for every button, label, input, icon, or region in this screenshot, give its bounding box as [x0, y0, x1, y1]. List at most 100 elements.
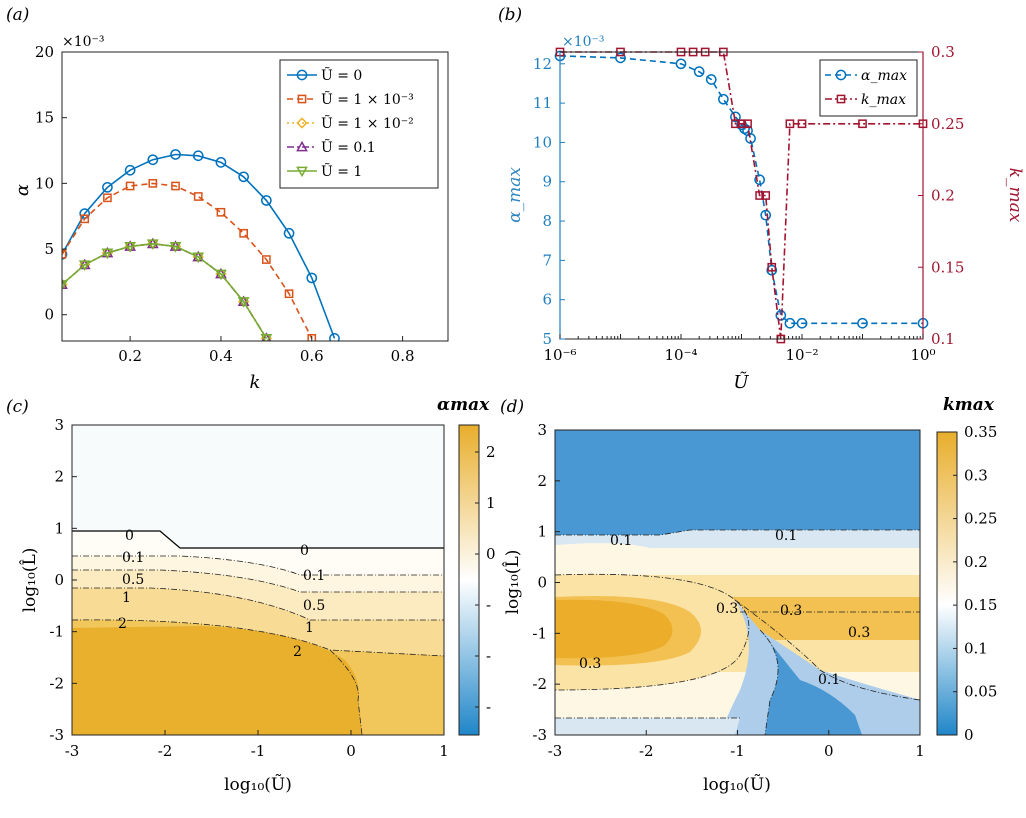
- x-tick-label: 10⁰: [910, 346, 935, 364]
- legend-marker-1: [297, 94, 307, 104]
- x-tick-label: 1: [915, 742, 925, 760]
- cbar-tick-label: 2: [486, 443, 496, 461]
- series-0-point: [745, 133, 756, 144]
- series-4-point: [169, 241, 182, 253]
- series-0-point: [215, 156, 227, 168]
- y-tick-label: 20: [35, 43, 54, 61]
- panel-c-heatmap: (c) 0 0 0.1 0.1 0.5 0.5 1 1 2: [6, 395, 496, 795]
- panel-d-colorbar-ticks: 0.35 0.3 0.25 0.2 0.15 0.1 0.05 0: [953, 423, 997, 744]
- y-tick-label: 1: [537, 523, 547, 541]
- series-line-1: [62, 182, 313, 339]
- panel-d-contour-right: [734, 599, 920, 701]
- legend-marker-0: [835, 69, 847, 81]
- panel-d-clabel: 0.3: [716, 601, 738, 617]
- legend-label: Ũ = 0.1: [321, 138, 376, 156]
- series-4-point: [101, 248, 114, 260]
- panel-c-clabel: 0.1: [303, 568, 325, 584]
- y-tick-label: 0: [44, 306, 54, 324]
- series-0-point: [796, 317, 808, 329]
- panel-d-title: kmax: [943, 395, 995, 415]
- y-tick-label: -1: [49, 623, 64, 641]
- series-0-point: [283, 227, 295, 239]
- left-tick-label: 7: [542, 251, 552, 269]
- y-tick-label: 0: [537, 574, 547, 592]
- panel-c-contour-1: [72, 587, 444, 621]
- legend-marker-3: [296, 140, 308, 152]
- series-0-point: [718, 93, 729, 105]
- panel-d-field: [555, 430, 920, 735]
- series-4-point: [62, 280, 68, 291]
- left-tick-label: 8: [542, 212, 552, 230]
- series-4-point: [260, 333, 273, 341]
- panel-c-clabel: 0.1: [122, 550, 144, 566]
- series-4-point: [192, 252, 205, 264]
- panel-a-line-chart: (a) 0.2 0.4 0.6 0.8 0 5 10 15 20 ×10⁻³ k α Ũ = …: [6, 5, 449, 393]
- x-tick-label: 0.8: [391, 347, 415, 365]
- y-tick-label: -3: [49, 726, 64, 744]
- x-tick-label: 10⁻²: [785, 346, 818, 364]
- panel-c-contour-01: [72, 555, 444, 576]
- legend-marker-1: [836, 94, 846, 104]
- panel-c-contour-0: [72, 530, 444, 549]
- legend-marker-0: [296, 69, 308, 81]
- x-tick-label: 1: [439, 742, 449, 760]
- series-1-point: [761, 191, 771, 200]
- legend-label: Ũ = 1 × 10⁻³: [321, 90, 414, 108]
- panel-a-letter: (a): [6, 5, 29, 25]
- series-4-point: [78, 260, 91, 271]
- panel-c-colorbar: [458, 424, 480, 736]
- panel-c-clabel: 1: [305, 620, 314, 636]
- y-tick-label: 2: [54, 468, 64, 486]
- series-0-point: [705, 74, 717, 85]
- panel-c-clabel: 0: [125, 528, 134, 544]
- panel-b-right-label: k_max: [1005, 168, 1025, 223]
- panel-c-letter: (c): [6, 397, 29, 417]
- series-1-point: [797, 119, 807, 129]
- panel-d-clabel: 0.3: [780, 603, 802, 619]
- panel-a-axes-box: [61, 51, 449, 342]
- series-0-point: [615, 52, 626, 64]
- panel-a-legend: Ũ = 0 Ũ = 1 × 10⁻³ Ũ = 1 × 10⁻² Ũ = 0.1 Ũ = …: [279, 59, 439, 189]
- left-tick-label: 11: [533, 94, 552, 112]
- series-0-point: [124, 164, 136, 176]
- series-0-point: [693, 66, 705, 78]
- panel-d-colorbar: [936, 431, 958, 736]
- right-tick-label: 0.1: [931, 330, 955, 348]
- panel-d-lobe-core: [555, 599, 673, 659]
- legend-marker-2: [296, 117, 308, 129]
- series-0-point: [784, 317, 796, 329]
- panel-c-clabel: 0: [300, 543, 309, 559]
- y-tick-label: 5: [44, 240, 54, 258]
- series-0-point: [306, 272, 318, 284]
- x-tick-label: 0.6: [300, 347, 324, 365]
- series-1-point: [858, 119, 867, 129]
- series-0-point: [754, 174, 766, 186]
- panel-b-left-ticks: 5 6 7 8 9 10 11 12: [533, 55, 565, 348]
- cbar-tick-label: 0.15: [964, 596, 997, 614]
- x-tick-label: 10⁻⁴: [664, 346, 697, 364]
- series-1-point: [307, 334, 317, 341]
- series-4-point: [124, 241, 136, 253]
- panel-d-letter: (d): [500, 397, 524, 417]
- panel-c-field: [72, 425, 444, 735]
- panel-d-ticks: -3 -2 -1 0 1 -3 -2 -1 0 1 2 3: [532, 421, 924, 760]
- legend-marker-4: [296, 166, 308, 178]
- legend-label: Ũ = 0: [321, 66, 362, 84]
- series-4-point: [215, 269, 227, 281]
- panel-d-clabel: 0.3: [579, 656, 601, 672]
- series-1-point: [743, 119, 752, 129]
- left-tick-label: 6: [542, 291, 552, 309]
- legend-label: Ũ = 1: [321, 162, 362, 180]
- panel-b-letter: (b): [498, 5, 522, 25]
- panel-b-legend: α_max k_max: [819, 59, 918, 117]
- right-tick-label: 0.15: [931, 258, 964, 276]
- panel-d-region-blue2: [760, 630, 862, 735]
- series-1-point: [125, 181, 135, 191]
- series-0-point: [766, 264, 778, 276]
- series-0-point: [329, 333, 340, 341]
- y-tick-label: 3: [537, 421, 547, 439]
- y-tick-label: 3: [54, 416, 64, 434]
- x-tick-label: 0: [346, 742, 356, 760]
